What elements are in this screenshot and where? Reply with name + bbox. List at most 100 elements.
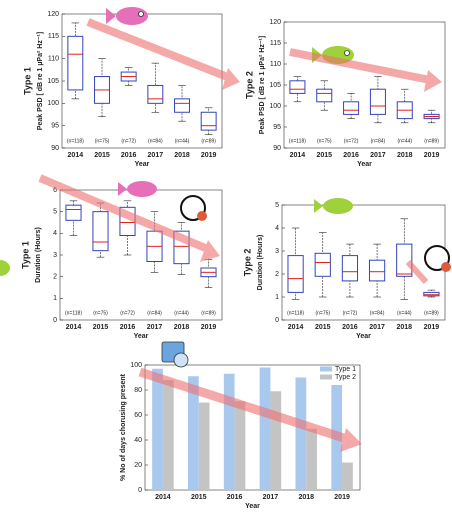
- x-tick-label: 2015: [94, 152, 110, 159]
- x-tick-label: 2014: [66, 324, 82, 331]
- y-tick-label: 120: [47, 11, 59, 18]
- box: [343, 101, 360, 115]
- y-tick-label: 115: [48, 33, 59, 40]
- y-axis-label: Duration (Hours): [35, 227, 42, 283]
- y-tick-label: 2: [275, 271, 279, 278]
- trend-arrow-head: [424, 70, 442, 92]
- x-tick-label: 2016: [343, 152, 359, 159]
- x-tick-label: 2016: [342, 324, 358, 331]
- trend-arrow: [138, 367, 352, 445]
- x-tick-label: 2019: [334, 494, 350, 501]
- bar: [306, 428, 317, 490]
- sample-size: (n=72): [120, 310, 135, 316]
- trend-arrow: [38, 174, 212, 254]
- y-tick-label: 90: [273, 145, 281, 152]
- x-tick-label: 2015: [315, 324, 331, 331]
- calendar-clock: [173, 352, 189, 368]
- sample-size: (n=89): [424, 310, 439, 316]
- y-tick-label: 3: [275, 248, 279, 255]
- fish-tail: [118, 182, 127, 196]
- box: [174, 98, 190, 113]
- y-tick-label: 95: [273, 124, 281, 131]
- sample-size: (n=84): [147, 310, 162, 316]
- x-tick-label: 2016: [120, 324, 136, 331]
- box: [314, 252, 331, 277]
- box: [368, 259, 386, 282]
- x-tick-label: 2016: [121, 152, 137, 159]
- y-tick-label: 95: [51, 123, 59, 130]
- bar: [152, 368, 163, 490]
- x-tick-label: 2014: [288, 324, 304, 331]
- y-axis-label: Peak PSD [ dB re 1 µPa² Hz⁻¹]: [259, 36, 266, 134]
- sample-size: (n=89): [424, 138, 439, 144]
- sample-size: (n=44): [397, 138, 412, 144]
- trend-arrow-head: [340, 428, 362, 452]
- sample-size: (n=118): [289, 138, 306, 144]
- box: [396, 243, 413, 277]
- legend-swatch: [320, 366, 332, 372]
- bar: [270, 391, 282, 490]
- box: [287, 255, 304, 293]
- sample-size: (n=75): [95, 138, 110, 144]
- sample-size: (n=89): [201, 138, 216, 144]
- sample-size: (n=72): [344, 138, 359, 144]
- y-tick-label: 105: [269, 82, 281, 89]
- y-tick-label: 100: [130, 362, 142, 369]
- x-axis-label: Year: [356, 333, 371, 340]
- x-tick-label: 2017: [369, 324, 385, 331]
- y-axis-title: Type 2: [242, 249, 252, 277]
- sample-size: (n=75): [93, 310, 108, 316]
- x-tick-label: 2018: [174, 152, 190, 159]
- y-tick-label: 5: [275, 202, 279, 209]
- y-tick-label: 5: [53, 209, 57, 216]
- bar: [295, 377, 307, 490]
- y-tick-label: 3: [53, 252, 57, 259]
- box: [289, 80, 306, 94]
- x-tick-label: 2019: [424, 324, 440, 331]
- legend-label: Type 2: [335, 374, 356, 381]
- box: [67, 35, 84, 91]
- bar: [198, 402, 210, 490]
- x-tick-label: 2015: [316, 152, 332, 159]
- bar: [342, 462, 353, 490]
- y-tick-label: 115: [270, 40, 281, 47]
- y-tick-label: 0: [138, 487, 142, 494]
- y-tick-label: 40: [134, 437, 142, 444]
- legend-label: Type 1: [335, 366, 356, 373]
- sample-size: (n=75): [317, 138, 332, 144]
- sample-size: (n=44): [174, 310, 189, 316]
- box: [147, 84, 164, 104]
- bar: [259, 367, 271, 490]
- x-tick-label: 2018: [397, 152, 413, 159]
- sample-size: (n=44): [397, 310, 412, 316]
- x-axis-label: Year: [135, 161, 150, 168]
- box: [369, 88, 386, 115]
- sample-size: (n=89): [201, 310, 216, 316]
- fish-icon: [0, 260, 10, 276]
- x-tick-label: 2017: [263, 494, 279, 501]
- y-tick-label: 80: [134, 387, 142, 394]
- plot-frame: [61, 13, 223, 149]
- sample-size: (n=118): [67, 138, 84, 144]
- y-tick-label: 0: [275, 317, 279, 324]
- sample-size: (n=84): [148, 138, 163, 144]
- y-tick-label: 105: [47, 78, 59, 85]
- clock-badge: [441, 262, 451, 272]
- y-tick-label: 100: [269, 103, 281, 110]
- x-tick-label: 2018: [174, 324, 190, 331]
- y-tick-label: 110: [48, 56, 59, 63]
- sample-size: (n=118): [65, 310, 82, 316]
- x-tick-label: 2014: [155, 494, 171, 501]
- fish-eye: [138, 11, 144, 17]
- box: [423, 291, 440, 297]
- fish-icon: [116, 7, 148, 25]
- sample-size: (n=84): [370, 310, 385, 316]
- x-tick-label: 2015: [93, 324, 109, 331]
- box: [92, 211, 109, 252]
- fish-icon: [127, 181, 157, 197]
- x-tick-label: 2018: [396, 324, 412, 331]
- y-tick-label: 4: [53, 230, 57, 237]
- y-tick-label: 4: [275, 225, 279, 232]
- y-tick-label: 60: [134, 412, 142, 419]
